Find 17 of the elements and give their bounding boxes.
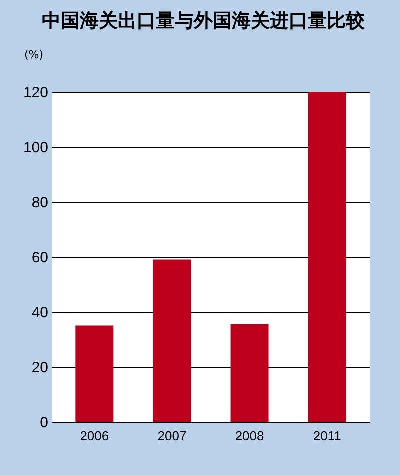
y-tick-label: 80	[32, 194, 48, 212]
y-tick-label: 100	[23, 140, 48, 156]
y-tick-label: 0	[40, 414, 48, 432]
bar	[76, 326, 114, 422]
x-tick-label: 2006	[80, 428, 110, 444]
x-tick-label: 2007	[158, 428, 187, 444]
chart-title: 中国海关出口量与外国海关进口量比较	[42, 10, 366, 32]
bar	[230, 324, 269, 422]
x-tick-label: 2008	[235, 428, 264, 444]
y-tick-label: 40	[32, 304, 48, 322]
bar	[153, 260, 192, 422]
x-tick-label: 2011	[313, 428, 342, 444]
y-tick-label: 60	[32, 250, 48, 266]
y-tick-label: 20	[32, 360, 48, 376]
y-tick-label: 120	[23, 84, 48, 102]
y-axis-title: (%)	[24, 48, 44, 62]
bar	[308, 92, 346, 422]
